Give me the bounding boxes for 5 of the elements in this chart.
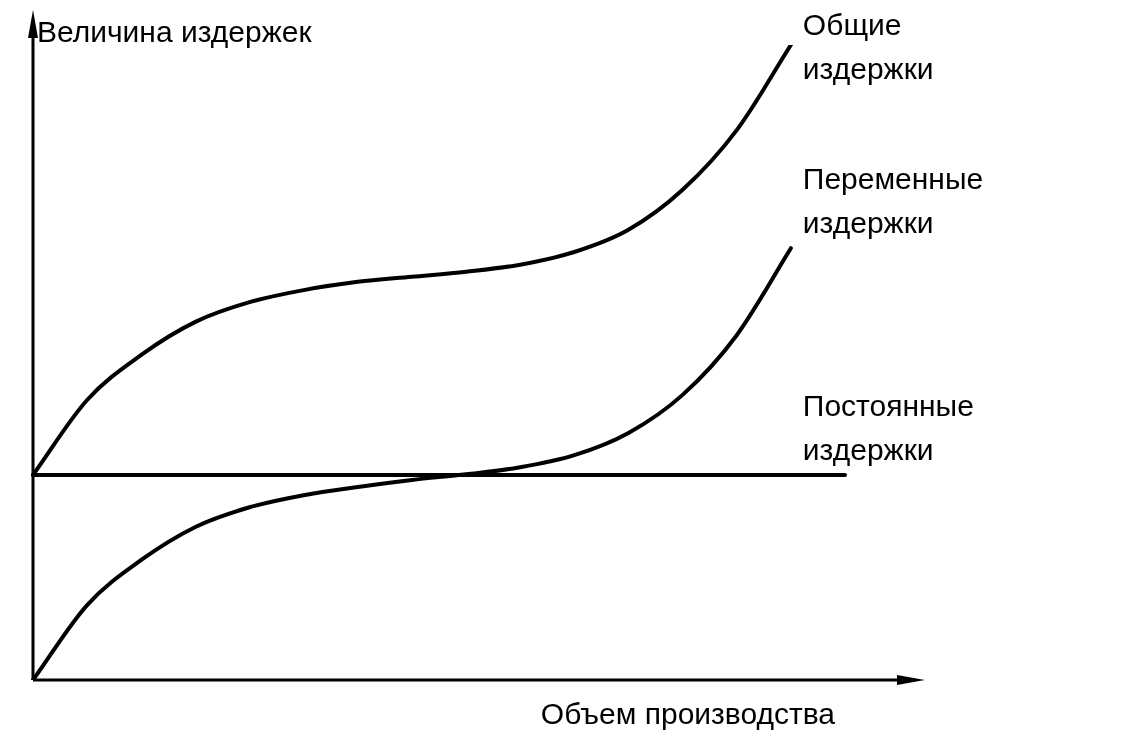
series-label: Переменные издержки <box>802 162 984 240</box>
x-axis-title: Объем производства <box>540 697 836 730</box>
series-label: Общие издержки <box>802 8 934 86</box>
y-axis-title: Величина издержек <box>37 15 313 48</box>
series-label: Постоянные издержки <box>802 389 974 467</box>
